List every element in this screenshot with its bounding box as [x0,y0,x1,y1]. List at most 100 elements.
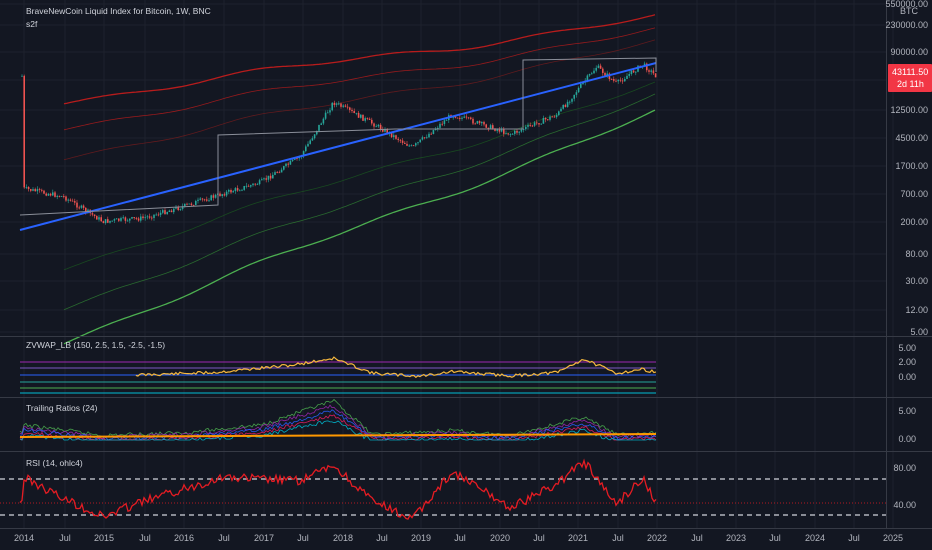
candle-body [234,188,237,192]
candle-body [395,135,397,139]
rsi-line [19,458,657,520]
candle-body [379,124,382,130]
candle-body [236,188,239,191]
candle-body [628,74,630,76]
candle-body [505,133,507,135]
candle-body [520,129,523,132]
candle-body [232,191,234,193]
candle-body [278,172,281,174]
candle-body [221,194,223,196]
candle-body [562,104,564,109]
candle-body [459,117,461,119]
time-tick-label: 2020 [490,533,510,543]
candle-body [430,133,432,135]
candle-body [272,174,274,179]
candle-body [239,190,241,192]
time-tick-label: 2014 [14,533,34,543]
candle-body [199,198,201,200]
candle-body [269,175,272,179]
candle-body [120,218,122,221]
candle-body [569,101,571,103]
candle-body [49,193,52,196]
time-tick-label: 2016 [174,533,194,543]
time-axis[interactable]: 2014 Jul 2015 Jul 2016 Jul 2017 Jul 2018 Jul 2019 J… [14,533,903,543]
candle-body [153,214,155,219]
candle-body [476,121,479,124]
candle-body [364,118,366,121]
price-tick-label: 5.00 [910,327,928,337]
candle-body [320,123,322,125]
candle-body [606,73,608,76]
candle-body [91,213,94,215]
price-tick-label: 550000.00 [885,0,928,9]
candle-body [443,120,446,124]
candle-body [426,137,428,139]
candle-body [58,195,61,197]
price-tag-countdown: 2d 11h [897,79,924,89]
trailing-title: Trailing Ratios (24) [26,403,98,413]
candle-body [340,103,342,107]
candle-body [371,119,373,124]
s2f-band [63,14,656,105]
candle-body [580,83,582,88]
candle-body [195,200,197,206]
candle-body [109,220,111,223]
candle-body [142,216,144,219]
candle-body [624,78,626,82]
time-tick-label: 2021 [568,533,588,543]
candle-body [399,139,402,141]
candle-body [318,124,320,131]
candle-body [483,121,485,125]
candle-body [122,217,124,219]
candle-body [333,102,336,105]
candle-body [615,80,617,82]
candle-body [494,128,496,131]
candle-body [599,65,602,69]
candle-body [186,203,188,205]
step-line [19,57,657,216]
zvwap-line [135,356,657,379]
time-tick-label: Jul [848,533,860,543]
trailing-ratios-pane[interactable] [19,398,657,441]
candle-body [85,207,87,212]
rsi-pane[interactable] [0,458,886,520]
candle-body [566,101,569,107]
sub-axis-label: 0.00 [898,434,916,444]
candle-body [626,75,628,79]
sub-axis-label: 40.00 [893,500,916,510]
candle-body [362,114,364,121]
candle-body [465,116,468,118]
price-tick-label: 80.00 [905,249,928,259]
candle-body [170,210,173,213]
candle-body [104,219,107,224]
main-price-pane[interactable] [19,14,657,345]
candle-body [342,105,344,107]
candle-body [419,139,421,143]
candle-body [540,123,542,125]
candle-body [335,103,338,105]
price-axis[interactable]: 550000.00230000.0090000.0032000.0012500.… [885,0,928,337]
candle-body [311,138,314,141]
price-tick-label: 700.00 [900,189,928,199]
candle-body [111,220,113,222]
candle-body [410,145,413,147]
candle-body [621,80,624,82]
candle-body [60,196,63,197]
candle-body [472,118,474,124]
candle-body [135,217,138,219]
candle-body [635,71,637,73]
zvwap-pane[interactable] [20,356,657,394]
candle-body [140,216,142,221]
candle-body [654,73,657,78]
price-tag [888,64,932,92]
candle-body [146,216,149,218]
candle-body [610,79,613,80]
time-tick-label: Jul [376,533,388,543]
candle-body [582,82,584,84]
candle-body [294,158,296,160]
candle-body [129,218,131,221]
s2f-band [63,109,656,345]
candle-body [78,207,80,209]
sub-axis-label: 5.00 [898,406,916,416]
